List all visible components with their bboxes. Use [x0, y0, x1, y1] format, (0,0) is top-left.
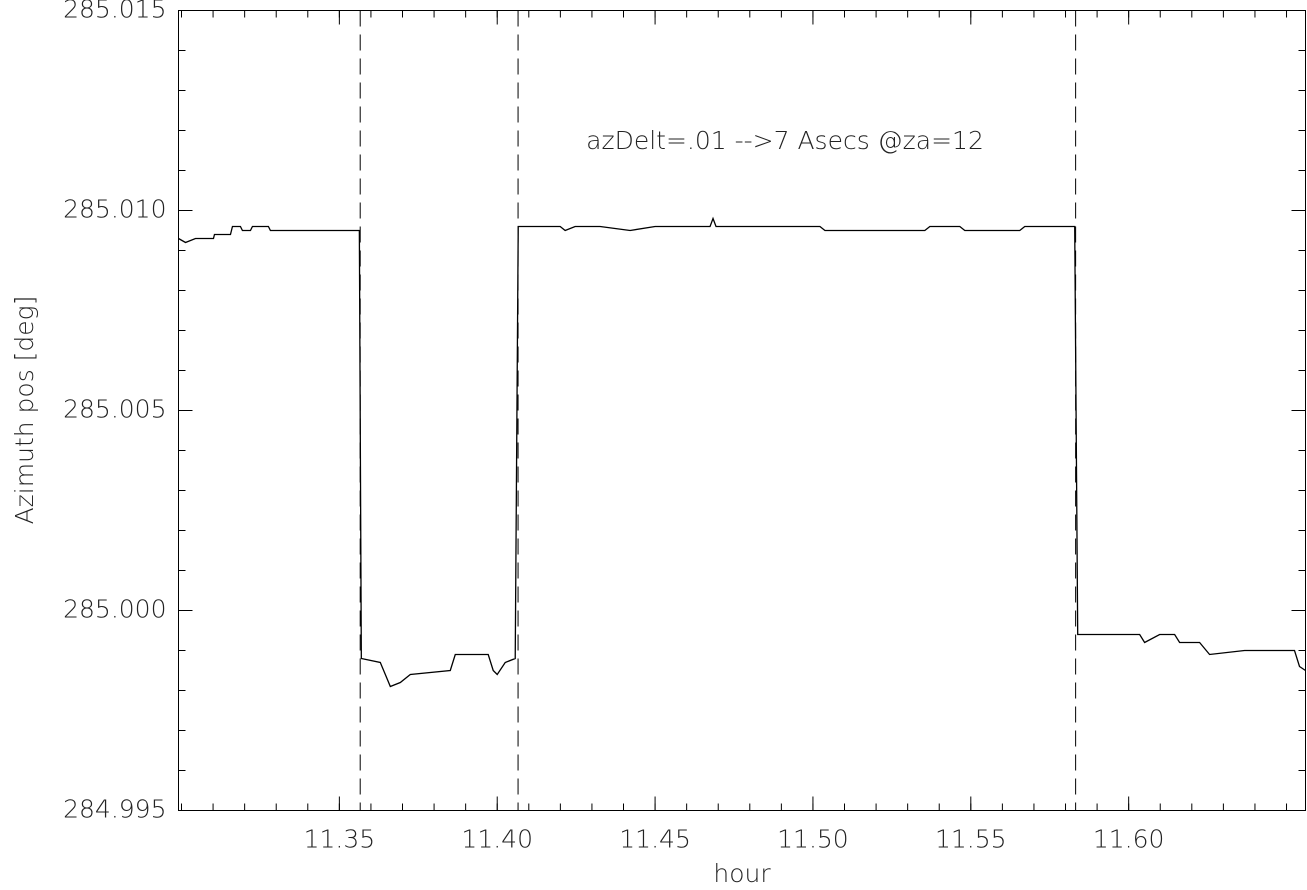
- x-tick-label: 11.55: [935, 825, 1007, 854]
- x-tick-label: 11.35: [304, 825, 376, 854]
- y-tick-label: 285.000: [63, 595, 166, 624]
- x-axis-label: hour: [713, 859, 771, 888]
- data-line: [178, 216, 1306, 688]
- x-tick-label: 11.60: [1093, 825, 1165, 854]
- x-tick-label: 11.50: [777, 825, 849, 854]
- y-tick-label: 285.005: [63, 395, 166, 424]
- x-tick-label: 11.40: [461, 825, 533, 854]
- y-tick-label: 285.015: [63, 0, 166, 24]
- annotation: azDelt=.01 -->7 Asecs @za=12: [586, 126, 984, 155]
- y-tick-label: 285.010: [63, 195, 166, 224]
- y-axis-label: Azimuth pos [deg]: [10, 296, 39, 525]
- y-tick-label: 284.995: [63, 795, 166, 824]
- x-tick-label: 11.45: [619, 825, 691, 854]
